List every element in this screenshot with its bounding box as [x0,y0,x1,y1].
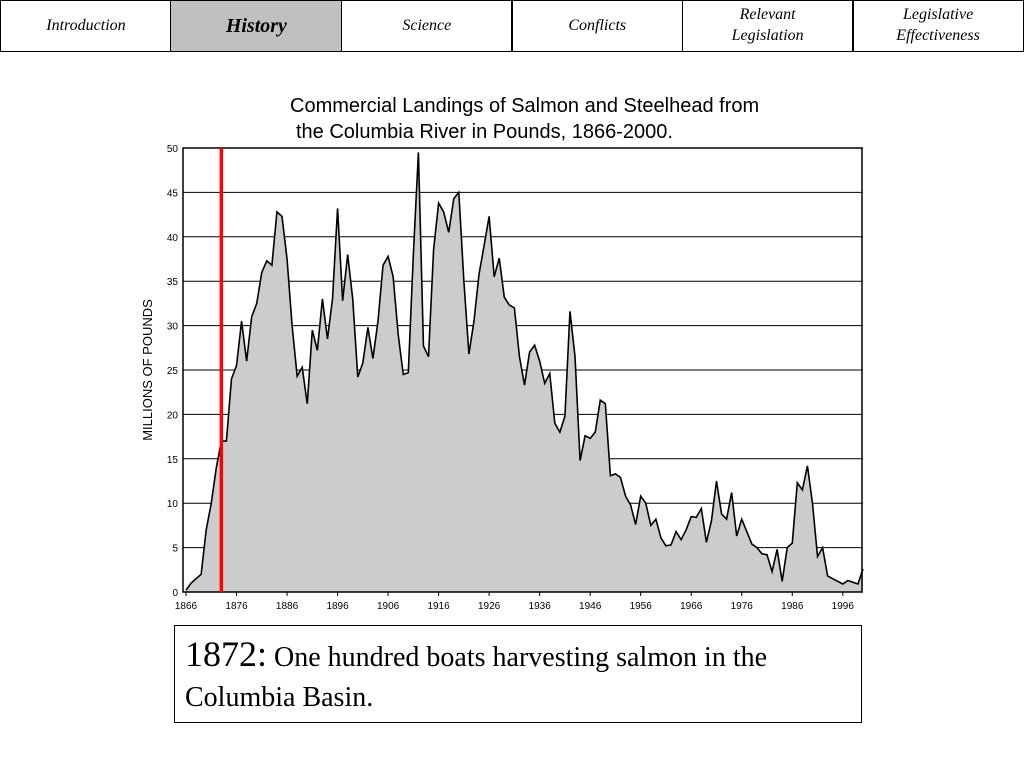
x-tick-label: 1906 [377,601,400,612]
line [185,152,864,591]
y-tick-label: 5 [172,544,178,555]
nav-tab-label[interactable]: History [225,15,287,37]
x-tick-label: 1976 [731,601,754,612]
x-tick-label: 1986 [781,601,804,612]
nav-tab[interactable]: Relevant Legislation [681,0,854,52]
y-tick-label: 50 [167,144,179,155]
plot-frame [182,147,863,593]
x-tick-label: 1996 [832,601,855,612]
y-tick-label: 25 [167,366,179,377]
x-tick-label: 1886 [276,601,299,612]
y-tick-label: 15 [167,455,179,466]
x-tick-label: 1956 [630,601,653,612]
chart-title: the Columbia River in Pounds, 1866-2000. [296,121,673,143]
nav-tab-label[interactable]: Science [402,16,452,34]
y-tick-label: 10 [167,499,179,510]
nav-tab-label[interactable]: Legislative Effectiveness [896,6,980,44]
nav-bar: Introduction History Science Conflicts Relev… [0,0,1024,52]
x-tick-label: 1876 [225,601,248,612]
caption: 1872: One hundred boats harvesting salmo… [174,625,862,723]
y-tick-label: 35 [167,277,179,288]
x-tick-label: 1896 [326,601,349,612]
y-tick-label: 45 [167,188,179,199]
chart: Commercial Landings of Salmon and Steelh… [140,95,864,612]
area [186,152,863,592]
x-tick-label: 1926 [478,601,501,612]
caption-text: One hundred boats harvesting salmon in t… [185,642,768,713]
nav-tab[interactable]: Conflicts [511,0,684,52]
y-tick-label: 0 [172,588,178,599]
nav-tab-label[interactable]: Conflicts [568,16,627,34]
x-tick-label: 1946 [579,601,602,612]
caption-lead: 1872: [185,634,268,674]
y-tick-label: 40 [167,233,179,244]
x-tick-label: 1966 [680,601,703,612]
y-axis-label: MILLIONS OF POUNDS [140,299,155,441]
x-tick-label: 1866 [175,601,198,612]
y-tick-label: 30 [167,322,179,333]
x-tick-label: 1936 [529,601,552,612]
nav-tab-label[interactable]: Introduction [46,16,126,34]
nav-tab[interactable]: Science [340,0,513,52]
y-tick-label: 20 [167,410,179,421]
nav-tab[interactable]: History [170,0,343,52]
nav-tab-label[interactable]: Relevant Legislation [731,6,804,44]
chart-title: Commercial Landings of Salmon and Steelh… [290,95,759,117]
x-tick-label: 1916 [427,601,450,612]
